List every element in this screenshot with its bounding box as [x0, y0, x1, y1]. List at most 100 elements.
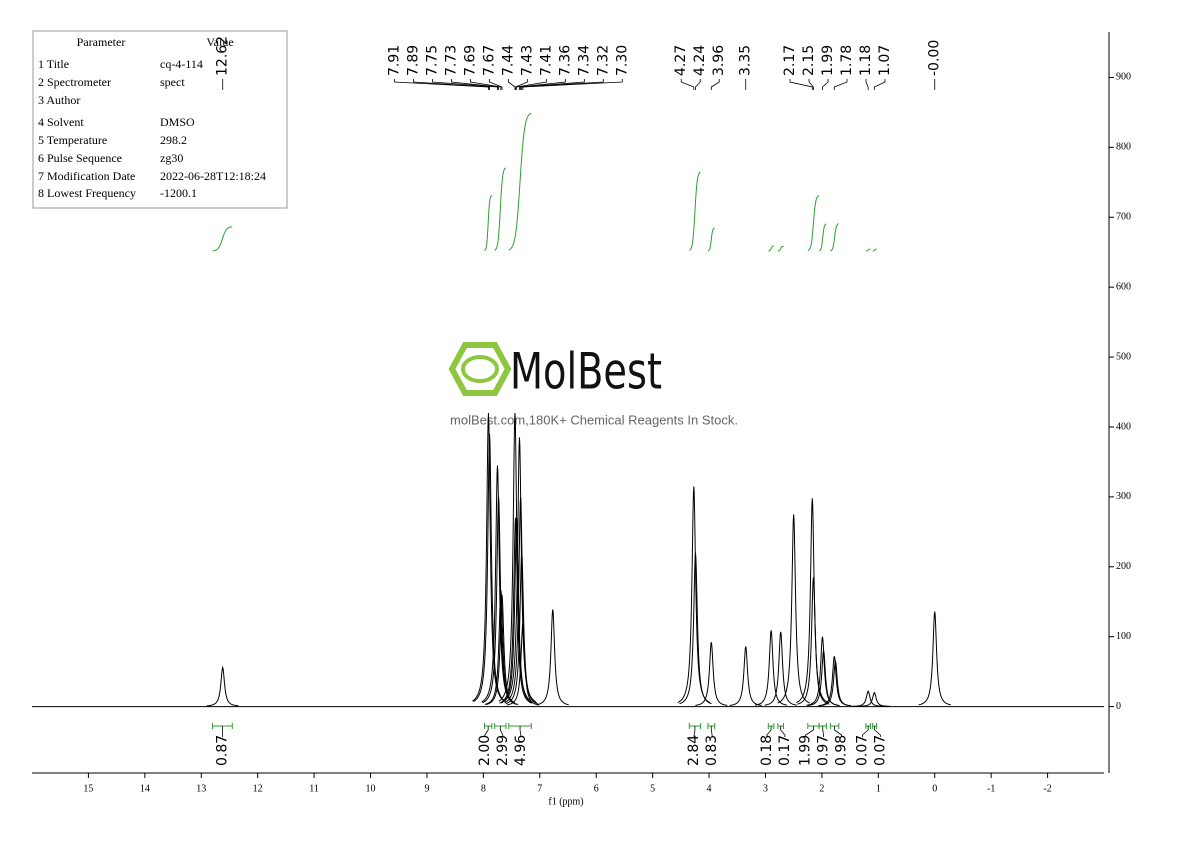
parameter-table: Parameter Value 1 Title cq-4-114 2 Spectrome… — [32, 30, 288, 209]
peak — [807, 650, 840, 707]
x-tick-label: 8 — [481, 783, 486, 794]
logo-hexagon — [448, 342, 512, 396]
table-cell: 8 Lowest Frequency — [38, 186, 136, 200]
table-cell: -1200.1 — [160, 186, 197, 200]
table-cell: 298.2 — [160, 133, 187, 147]
integral-leader — [499, 726, 504, 737]
integral-curve — [865, 248, 871, 252]
peak-label: -0.00 — [927, 40, 943, 76]
peak-leader — [873, 79, 886, 90]
integral-curve — [494, 167, 507, 251]
table-cell: 2 Spectrometer — [38, 75, 111, 89]
peak-leader — [833, 79, 848, 90]
peak-leader — [488, 79, 503, 90]
peak — [796, 498, 829, 704]
y-tick-label: 0 — [1116, 701, 1121, 712]
peak — [536, 609, 569, 706]
peak-leader — [469, 79, 502, 90]
peak — [852, 690, 885, 707]
logo-ring — [461, 355, 499, 383]
table-cell: 3 Author — [38, 93, 80, 107]
peak-label: 7.30 — [614, 45, 630, 76]
integral-label: 0.83 — [704, 735, 720, 766]
x-tick-label: 2 — [819, 783, 824, 794]
y-tick-label: 400 — [1116, 421, 1131, 432]
x-tick-label: 0 — [932, 783, 937, 794]
integral-leader — [805, 726, 814, 737]
peak-label: 1.78 — [839, 45, 855, 76]
integral-leader — [874, 726, 881, 737]
y-tick-label: 600 — [1116, 281, 1131, 292]
table-cell: spect — [160, 75, 185, 89]
integral-leader — [834, 726, 842, 737]
peak — [485, 594, 519, 705]
table-header: Parameter — [77, 35, 126, 49]
x-tick-label: 1 — [876, 783, 881, 794]
peak-label: 4.27 — [673, 45, 689, 76]
table-cell: 1 Title — [38, 57, 69, 71]
peak-label: 7.75 — [424, 45, 440, 76]
peak-label: 7.43 — [519, 45, 535, 76]
table-header: Value — [206, 35, 233, 49]
integral-leader — [862, 726, 869, 737]
y-tick-label: 100 — [1116, 631, 1131, 642]
x-tick-label: 4 — [707, 783, 712, 794]
peak-leader — [522, 79, 623, 90]
peak — [695, 642, 728, 706]
peak-leader — [450, 79, 500, 90]
peak — [755, 630, 788, 706]
peak-leader — [680, 79, 695, 90]
integral-leader — [822, 726, 824, 737]
peak — [473, 433, 506, 702]
integral-leader — [519, 726, 522, 737]
integral-curve — [707, 227, 715, 252]
integral-label: 0.87 — [214, 735, 230, 766]
x-tick-label: 10 — [366, 783, 376, 794]
peak — [797, 577, 830, 705]
peak-label: 3.35 — [738, 45, 754, 76]
integral-label: 0.98 — [834, 735, 850, 766]
peak-leader — [431, 79, 498, 90]
peak-leader — [710, 79, 720, 90]
integral-label: 0.07 — [872, 735, 888, 766]
integral-curve — [830, 223, 839, 252]
y-tick-label: 300 — [1116, 491, 1131, 502]
integral-label: 0.17 — [777, 735, 793, 766]
y-tick-label: 700 — [1116, 212, 1131, 223]
peak-label: 1.07 — [877, 45, 893, 76]
peak-label: 7.69 — [462, 45, 478, 76]
integral-curve — [689, 171, 701, 251]
peak-label: 1.18 — [858, 45, 874, 76]
peak-label: 7.73 — [443, 45, 459, 76]
x-tick-label: 5 — [650, 783, 655, 794]
x-tick-label: 13 — [196, 783, 206, 794]
peak-leader — [516, 79, 547, 90]
integral-label: 2.84 — [686, 735, 702, 766]
peak — [499, 517, 532, 704]
integral-curve — [818, 223, 827, 252]
peak — [918, 611, 951, 706]
watermark: MolBest molBest.com,180K+ Chemical Reage… — [448, 342, 738, 427]
peak-label: 7.34 — [576, 45, 592, 76]
peak-leader — [413, 79, 490, 90]
x-axis-label: f1 (ppm) — [548, 796, 583, 807]
peak-leader — [865, 79, 869, 90]
x-tick-label: -2 — [1043, 783, 1051, 794]
integral-label: 2.00 — [477, 735, 493, 766]
x-tick-label: 6 — [594, 783, 599, 794]
peak-label: 7.32 — [595, 45, 611, 76]
integral-label: 0.18 — [759, 735, 775, 766]
x-tick-label: 11 — [309, 783, 319, 794]
y-tick-label: 800 — [1116, 142, 1131, 153]
peak-leader — [822, 79, 829, 90]
table-cell: 6 Pulse Sequence — [38, 151, 122, 165]
peak — [764, 631, 797, 706]
peak-label: 12.62 — [215, 36, 231, 76]
table-cell: DMSO — [160, 115, 195, 129]
peak-label: 7.89 — [405, 45, 421, 76]
peak-label: 2.17 — [782, 45, 798, 76]
integral-label: 1.99 — [798, 735, 814, 766]
peak-leader — [394, 79, 489, 90]
peak-leader — [789, 79, 813, 90]
